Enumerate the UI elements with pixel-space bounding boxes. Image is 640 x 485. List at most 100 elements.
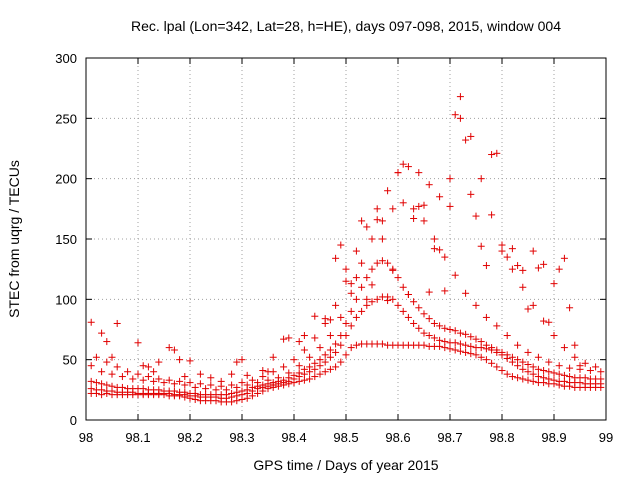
- data-point: [399, 160, 407, 168]
- data-point: [534, 373, 542, 381]
- data-point: [326, 316, 334, 324]
- data-point: [441, 324, 449, 332]
- data-point: [118, 383, 126, 391]
- grid-layer: [86, 58, 606, 420]
- data-point: [337, 358, 345, 366]
- data-point: [155, 386, 163, 394]
- data-point: [98, 368, 106, 376]
- data-point: [581, 374, 589, 382]
- data-point: [384, 187, 392, 195]
- x-tick-label: 98.9: [541, 430, 566, 445]
- data-point: [295, 362, 303, 370]
- data-point: [264, 368, 272, 376]
- data-point: [181, 388, 189, 396]
- x-tick-label: 98.4: [281, 430, 306, 445]
- data-point: [87, 377, 95, 385]
- data-point: [196, 380, 204, 388]
- data-point: [560, 254, 568, 262]
- data-point: [326, 365, 334, 373]
- data-point: [389, 295, 397, 303]
- data-point: [597, 375, 605, 383]
- data-point: [98, 386, 106, 394]
- data-point: [103, 338, 111, 346]
- x-axis-label: GPS time / Days of year 2015: [253, 457, 438, 473]
- data-point: [87, 362, 95, 370]
- data-point: [446, 326, 454, 333]
- data-point: [368, 281, 376, 289]
- data-point: [462, 341, 470, 349]
- data-point: [378, 257, 386, 265]
- data-point: [410, 319, 418, 327]
- data-point: [540, 374, 548, 382]
- data-point: [555, 265, 563, 273]
- data-point: [477, 242, 485, 250]
- data-point: [498, 367, 506, 375]
- data-point: [477, 338, 485, 346]
- data-point: [534, 365, 542, 373]
- x-tick-label: 98.6: [385, 430, 410, 445]
- data-point: [300, 346, 308, 354]
- data-point: [352, 313, 360, 321]
- data-point: [103, 358, 111, 366]
- data-point: [337, 241, 345, 249]
- data-point: [113, 319, 121, 327]
- data-point: [550, 376, 558, 384]
- data-point: [420, 341, 428, 349]
- data-point: [228, 370, 236, 378]
- data-point: [337, 332, 345, 340]
- data-point: [493, 346, 501, 354]
- data-point: [399, 283, 407, 291]
- data-point: [498, 241, 506, 249]
- data-point: [472, 301, 480, 309]
- data-point: [363, 301, 371, 309]
- data-point: [368, 265, 376, 273]
- data-point: [165, 376, 173, 384]
- data-point: [259, 381, 267, 389]
- data-point: [108, 353, 116, 361]
- data-point: [332, 340, 340, 348]
- data-point: [514, 262, 522, 270]
- data-point: [456, 340, 464, 348]
- data-point: [316, 370, 324, 378]
- data-point: [352, 295, 360, 303]
- data-point: [269, 353, 277, 361]
- data-point: [560, 371, 568, 379]
- data-point: [347, 307, 355, 315]
- x-tick-label: 98.1: [125, 430, 150, 445]
- data-point: [493, 363, 501, 371]
- data-point: [420, 310, 428, 318]
- data-point: [150, 377, 158, 385]
- data-point: [482, 313, 490, 321]
- data-point: [524, 305, 532, 313]
- data-point: [207, 381, 215, 389]
- data-point: [233, 383, 241, 391]
- data-point: [311, 312, 319, 320]
- data-point: [134, 370, 142, 378]
- data-point: [306, 375, 314, 383]
- data-point: [545, 318, 553, 326]
- data-point: [545, 358, 553, 366]
- data-point: [254, 379, 262, 387]
- data-point: [295, 338, 303, 346]
- data-point: [446, 345, 454, 353]
- data-point: [363, 274, 371, 282]
- data-point: [415, 304, 423, 312]
- data-point: [488, 344, 496, 352]
- data-point: [280, 363, 288, 371]
- data-point: [467, 350, 475, 358]
- data-point: [139, 385, 147, 393]
- data-point: [332, 363, 340, 371]
- data-point: [373, 205, 381, 213]
- data-point: [176, 356, 184, 364]
- data-point: [524, 360, 532, 368]
- data-point: [482, 262, 490, 270]
- data-point: [394, 274, 402, 282]
- data-point: [508, 265, 516, 273]
- data-point: [456, 93, 464, 101]
- data-point: [321, 315, 329, 323]
- data-point: [139, 376, 147, 384]
- data-point: [269, 379, 277, 387]
- data-point: [347, 289, 355, 297]
- data-point: [181, 373, 189, 381]
- data-point: [425, 288, 433, 296]
